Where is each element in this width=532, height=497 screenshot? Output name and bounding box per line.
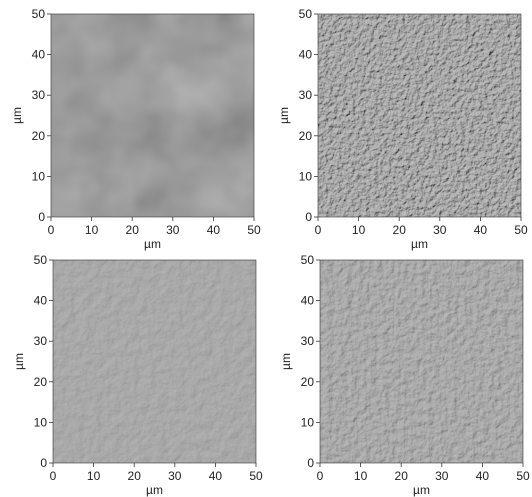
x-tick-label: 30: [166, 223, 180, 237]
y-tick-label: 20: [34, 375, 48, 389]
y-tick-label: 40: [34, 294, 48, 308]
x-tick-label: 0: [48, 223, 55, 237]
y-tick-label: 10: [34, 415, 48, 429]
x-tick-label: 40: [476, 469, 490, 483]
afm-texture-top-right: [318, 14, 521, 217]
y-tick-label: 0: [40, 456, 47, 470]
x-axis-label: µm: [413, 483, 430, 497]
x-tick-label: 0: [317, 469, 324, 483]
plot-frame-bottom-left: [52, 259, 257, 464]
y-axis-label: µm: [12, 353, 26, 370]
x-tick-label: 50: [516, 469, 530, 483]
y-tick-label: 50: [299, 7, 313, 21]
x-tick-label: 50: [247, 223, 261, 237]
y-tick-label: 40: [299, 48, 313, 62]
x-axis-label: µm: [144, 237, 161, 251]
y-tick-label: 50: [34, 253, 48, 267]
afm-panel-bottom-right: 0 10 20 30 40 50 0 10 20 30 40 50 µm µm: [279, 253, 530, 497]
plot-frame-top-left: [50, 13, 255, 218]
y-tick-label: 30: [299, 88, 313, 102]
y-tick-label: 20: [32, 129, 46, 143]
y-tick-label: 10: [301, 415, 315, 429]
y-tick-label: 10: [299, 169, 313, 183]
y-tick-label: 0: [307, 456, 314, 470]
x-axis-label: µm: [411, 237, 428, 251]
x-tick-label: 40: [207, 223, 221, 237]
afm-panel-top-left: 0 10 20 30 40 50 0 10 20 30 40 50 µm µm: [10, 7, 261, 251]
y-tick-label: 10: [32, 169, 46, 183]
y-tick-label: 40: [301, 294, 315, 308]
y-tick-label: 50: [32, 7, 46, 21]
x-tick-label: 30: [435, 469, 449, 483]
y-tick-label: 20: [299, 129, 313, 143]
x-tick-label: 10: [85, 223, 99, 237]
x-tick-label: 40: [209, 469, 223, 483]
x-tick-label: 20: [126, 223, 140, 237]
x-tick-label: 50: [514, 223, 528, 237]
y-tick-label: 40: [32, 48, 46, 62]
afm-texture-top-left: [51, 14, 254, 217]
x-tick-label: 30: [433, 223, 447, 237]
x-tick-label: 30: [168, 469, 182, 483]
x-tick-label: 20: [395, 469, 409, 483]
x-tick-label: 40: [474, 223, 488, 237]
x-tick-label: 20: [393, 223, 407, 237]
y-tick-label: 30: [34, 334, 48, 348]
x-tick-label: 0: [315, 223, 322, 237]
afm-panel-top-right: 0 10 20 30 40 50 0 10 20 30 40 50 µm µm: [277, 7, 528, 251]
y-tick-label: 30: [301, 334, 315, 348]
y-axis-label: µm: [277, 107, 291, 124]
afm-panel-bottom-left: 0 10 20 30 40 50 0 10 20 30 40 50 µm µm: [12, 253, 263, 497]
afm-texture-bottom-right: [320, 260, 523, 463]
y-tick-label: 0: [38, 210, 45, 224]
y-tick-label: 50: [301, 253, 315, 267]
y-axis-label: µm: [279, 353, 293, 370]
y-axis-label: µm: [10, 107, 24, 124]
x-tick-label: 50: [249, 469, 263, 483]
x-axis-label: µm: [146, 483, 163, 497]
x-tick-label: 20: [128, 469, 142, 483]
y-tick-label: 20: [301, 375, 315, 389]
y-tick-label: 30: [32, 88, 46, 102]
plot-frame-top-right: [317, 13, 522, 218]
plot-frame-bottom-right: [319, 259, 524, 464]
y-tick-label: 0: [305, 210, 312, 224]
x-tick-label: 10: [354, 469, 368, 483]
afm-texture-bottom-left: [53, 260, 256, 463]
x-tick-label: 10: [87, 469, 101, 483]
x-tick-label: 10: [352, 223, 366, 237]
x-tick-label: 0: [50, 469, 57, 483]
